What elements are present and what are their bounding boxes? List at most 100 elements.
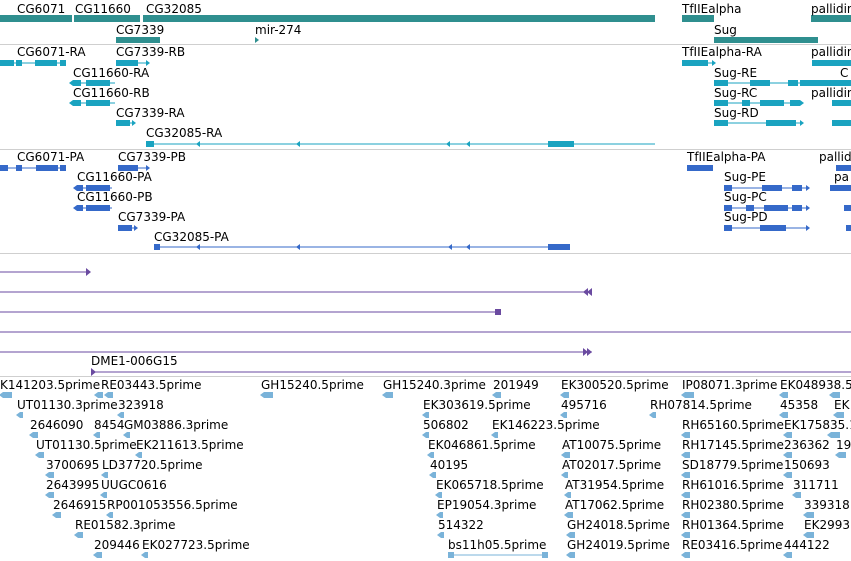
cds-block[interactable] [836,165,851,171]
exon-block[interactable] [146,141,154,147]
est-glyph[interactable] [787,432,792,438]
cds-block[interactable] [118,165,138,171]
strand-arrow[interactable] [134,225,138,231]
est-label[interactable]: EK046861.5prime [428,438,536,452]
est-glyph[interactable] [448,552,454,558]
est-glyph[interactable] [568,492,571,498]
est-label[interactable]: 40195 [430,458,469,472]
feature-label[interactable]: Sug [714,23,737,37]
est-glyph[interactable] [796,492,801,498]
strand-arrow[interactable] [435,492,439,498]
strand-arrow[interactable] [0,392,3,398]
cds-block[interactable] [36,165,58,171]
est-label[interactable]: EK065718.5prime [436,478,544,492]
est-glyph[interactable] [441,532,444,538]
est-label[interactable]: RP001053556.5prime [107,498,238,512]
est-label[interactable]: 209446 [94,538,140,552]
cds-block[interactable] [0,165,8,171]
strand-arrow[interactable] [681,452,685,458]
est-label[interactable]: K141203.5prime [0,378,101,392]
cds-block[interactable] [687,165,713,171]
feature-label[interactable]: CG32085 [146,2,202,16]
feature-label[interactable]: Sug-RE [714,66,758,80]
exon-block[interactable] [812,60,851,66]
strand-arrow[interactable] [448,244,452,250]
strand-arrow[interactable] [436,512,440,518]
strand-arrow[interactable] [73,205,77,211]
cds-block[interactable] [764,205,788,211]
est-glyph[interactable] [570,552,575,558]
est-glyph[interactable] [685,532,690,538]
est-glyph[interactable] [56,512,61,518]
feature-label[interactable]: CG11660-PB [77,190,153,204]
est-glyph[interactable] [685,432,690,438]
est-label[interactable]: AT10075.5prime [562,438,662,452]
exon-block[interactable] [86,100,110,106]
cds-block[interactable] [830,185,851,191]
strand-arrow[interactable] [91,368,96,376]
cds-block[interactable] [154,244,160,250]
alignment-block[interactable] [495,309,501,315]
strand-arrow[interactable] [45,472,49,478]
est-label[interactable]: 2643995 [46,478,100,492]
est-label[interactable]: RE03443.5prime [101,378,202,392]
strand-arrow[interactable] [123,432,127,438]
gene-glyph[interactable] [811,15,851,22]
est-label[interactable]: GH15240.3prime [383,378,486,392]
strand-arrow[interactable] [260,392,264,398]
strand-arrow[interactable] [94,392,98,398]
est-glyph[interactable] [108,392,113,398]
strand-arrow[interactable] [681,552,685,558]
est-label[interactable]: EK146223.5prime [492,418,600,432]
strand-arrow[interactable] [792,492,796,498]
feature-label[interactable]: CG7339-PB [118,150,187,164]
est-label[interactable]: 236362 [784,438,830,452]
est-glyph[interactable] [386,392,393,398]
strand-arrow[interactable] [681,432,685,438]
est-label[interactable]: RH02380.5prime [682,498,784,512]
exon-block[interactable] [714,80,728,86]
est-glyph[interactable] [145,552,148,558]
feature-label[interactable]: CG6071-PA [17,150,85,164]
gene-glyph[interactable] [116,37,160,43]
est-label[interactable]: 2646090 [30,418,84,432]
strand-arrow[interactable] [803,532,807,538]
est-label[interactable]: EK300520.5prime [561,378,669,392]
feature-label[interactable]: TfIIEalpha-RA [682,45,762,59]
est-label[interactable]: 339318 [804,498,850,512]
strand-arrow[interactable] [681,472,685,478]
feature-label[interactable]: CG32085-RA [146,126,223,140]
est-glyph[interactable] [685,392,694,398]
est-glyph[interactable] [139,452,142,458]
gene-glyph[interactable] [0,15,72,22]
est-glyph[interactable] [431,452,434,458]
strand-arrow[interactable] [800,100,804,106]
cds-block[interactable] [118,225,132,231]
est-glyph[interactable] [49,472,54,478]
strand-arrow[interactable] [779,392,783,398]
est-glyph[interactable] [433,472,436,478]
feature-label[interactable]: CG6071 [17,2,66,16]
feature-label[interactable]: DME1-006G15 [91,354,178,368]
strand-arrow[interactable] [783,452,787,458]
est-label[interactable]: 514322 [438,518,484,532]
exon-block[interactable] [73,100,81,106]
exon-block[interactable] [760,100,784,106]
gene-glyph[interactable] [682,15,714,22]
strand-arrow[interactable] [73,185,77,191]
exon-block[interactable] [682,60,708,66]
est-label[interactable]: 311711 [793,478,839,492]
strand-arrow[interactable] [52,512,56,518]
exon-block[interactable] [714,100,728,106]
strand-arrow[interactable] [564,512,568,518]
strand-arrow[interactable] [429,472,433,478]
strand-arrow[interactable] [587,348,592,356]
cds-block[interactable] [724,185,732,191]
exon-block[interactable] [790,100,800,106]
est-label[interactable]: UUGC0616 [101,478,167,492]
est-label[interactable]: GH15240.5prime [261,378,364,392]
feature-label[interactable]: CG7339-RB [116,45,186,59]
cds-block[interactable] [844,205,851,211]
exon-block[interactable] [832,100,851,106]
est-glyph[interactable] [78,532,83,538]
